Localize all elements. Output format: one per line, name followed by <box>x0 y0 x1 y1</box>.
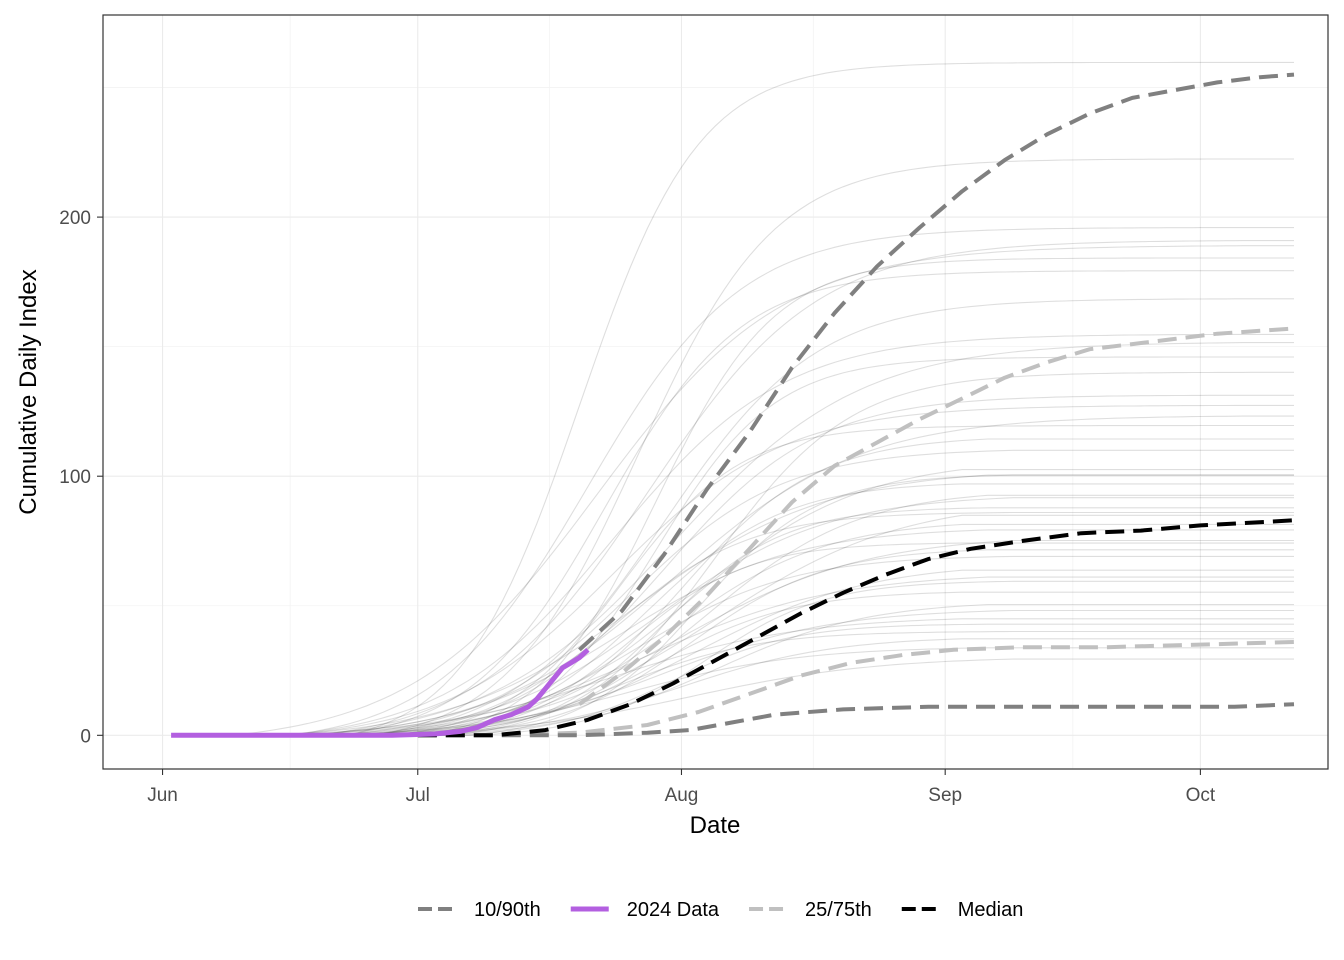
series-line-25-75th-lower <box>417 640 1295 738</box>
legend-label: 2024 Data <box>627 899 720 921</box>
historical-year-line <box>196 270 1294 736</box>
minor-grid <box>103 15 1328 769</box>
series-line-2024-data <box>171 647 590 738</box>
series-line-10-90th-upper <box>578 72 1295 652</box>
panel-background <box>103 15 1328 769</box>
x-tick-label: Jun <box>147 785 178 806</box>
historical-year-line <box>196 449 1294 736</box>
historical-year-line <box>196 61 1294 736</box>
legend-label: 25/75th <box>805 899 872 921</box>
historical-year-line <box>196 539 1294 736</box>
historical-year-line <box>196 415 1294 736</box>
major-grid <box>103 15 1328 769</box>
historical-year-line <box>196 474 1294 736</box>
historical-year-line <box>196 333 1294 736</box>
x-tick-label: Sep <box>928 785 962 806</box>
series-line-median <box>417 518 1295 738</box>
historical-year-line <box>196 245 1294 736</box>
panel-border <box>102 14 1329 770</box>
historical-year-line <box>196 497 1294 736</box>
legend-label: Median <box>958 899 1024 921</box>
historical-year-line <box>196 618 1294 736</box>
y-tick-label: 0 <box>80 726 91 747</box>
y-tick-label: 200 <box>59 208 91 229</box>
x-tick-label: Oct <box>1186 785 1216 806</box>
series-line-10-90th-lower <box>417 702 1295 738</box>
y-axis-title: Cumulative Daily Index <box>15 269 42 514</box>
y-axis: 0 100 200 <box>59 208 103 747</box>
legend-label: 10/90th <box>474 899 541 921</box>
historical-year-line <box>196 227 1294 736</box>
historical-lines <box>196 61 1294 736</box>
x-axis-title: Date <box>690 812 741 839</box>
historical-year-line <box>196 240 1294 736</box>
x-tick-label: Jul <box>406 785 430 806</box>
series-lines <box>171 72 1295 738</box>
historical-year-line <box>196 576 1294 736</box>
x-tick-label: Aug <box>665 785 699 806</box>
historical-year-line <box>196 511 1294 736</box>
legend: 10/90th 2024 Data 25/75th Median <box>418 899 1023 921</box>
historical-year-line <box>196 404 1294 736</box>
series-line-25-75th-upper <box>578 326 1295 706</box>
y-tick-label: 100 <box>59 467 91 488</box>
x-axis: Jun Jul Aug Sep Oct <box>147 769 1216 806</box>
